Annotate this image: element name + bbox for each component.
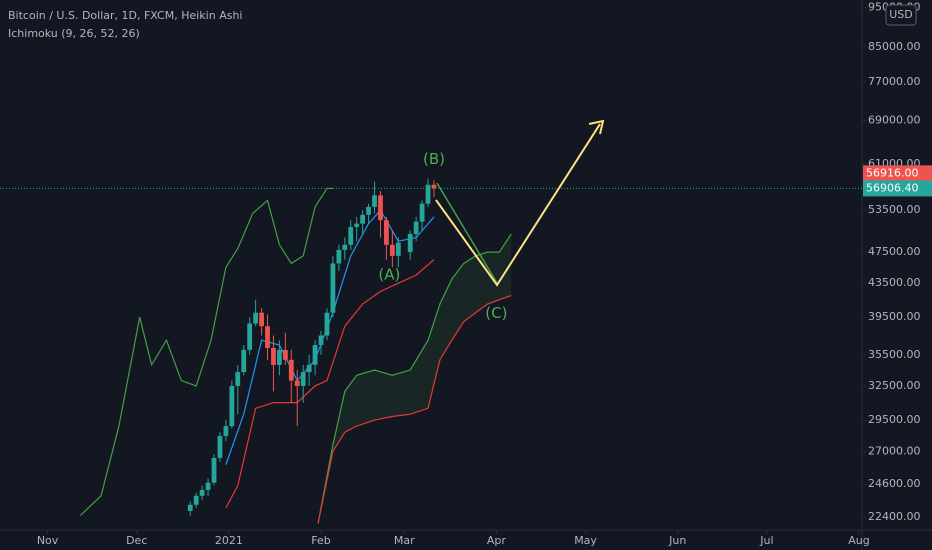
y-tick-label: 24600.00 — [868, 477, 921, 490]
x-tick-label: Mar — [394, 534, 415, 547]
candle-body — [265, 326, 270, 348]
candle-body — [425, 184, 431, 204]
y-tick-label: 22400.00 — [868, 510, 921, 523]
candle-body — [395, 242, 401, 256]
y-tick-label: 29500.00 — [868, 413, 921, 426]
candle-body — [288, 359, 294, 381]
y-tick-label: 27000.00 — [868, 444, 921, 457]
wave-label: (C) — [485, 304, 507, 322]
y-tick-label: 43500.00 — [868, 276, 921, 289]
y-tick-label: 69000.00 — [868, 113, 921, 126]
candle-body — [211, 457, 217, 483]
candle-body — [354, 223, 360, 228]
candle-body — [235, 372, 241, 386]
candle-body — [306, 364, 312, 373]
candle-body — [318, 335, 324, 346]
candle-body — [342, 244, 348, 250]
indicator-label: Ichimoku (9, 26, 52, 26) — [8, 27, 140, 40]
candle-body — [389, 244, 395, 256]
candle-body — [259, 312, 264, 327]
candle-body — [271, 347, 276, 365]
x-tick-label: Aug — [848, 534, 869, 547]
candle-body — [223, 426, 229, 436]
y-tick-label: 85000.00 — [868, 40, 921, 53]
leading-span — [317, 233, 512, 524]
projection-line — [435, 123, 601, 287]
candle-body — [419, 203, 425, 222]
candle-body — [241, 349, 247, 373]
candle-body — [324, 312, 330, 336]
y-tick-label: 35500.00 — [868, 348, 921, 361]
x-tick-label: Feb — [311, 534, 330, 547]
candle-body — [378, 195, 383, 221]
y-tick-label: 53500.00 — [868, 203, 921, 216]
y-tick-label: 39500.00 — [868, 310, 921, 323]
wave-label: (B) — [423, 150, 445, 168]
y-tick-label: 32500.00 — [868, 379, 921, 392]
candle-body — [348, 227, 354, 245]
y-tick-label: 77000.00 — [868, 75, 921, 88]
candle-body — [294, 380, 300, 386]
currency-badge[interactable] — [885, 4, 917, 26]
price-label: 56916.00 — [866, 166, 919, 179]
candle-body — [282, 349, 288, 360]
wave-line — [436, 182, 498, 284]
candle-body — [217, 435, 223, 458]
x-tick-label: Jun — [668, 534, 686, 547]
arrow-head — [588, 119, 605, 135]
price-label-box — [863, 180, 932, 197]
candle-body — [360, 214, 366, 224]
x-tick-label: Jul — [759, 534, 773, 547]
chart-title: Bitcoin / U.S. Dollar, 1D, FXCM, Heikin … — [8, 9, 242, 22]
candle-body — [407, 234, 413, 253]
leading-span — [317, 294, 512, 524]
candle-body — [366, 206, 371, 215]
candle-body — [247, 323, 253, 350]
candle-body — [205, 482, 211, 490]
candle-body — [330, 263, 336, 313]
x-tick-label: Dec — [126, 534, 147, 547]
candle-body — [431, 184, 437, 189]
candle-body — [413, 221, 419, 235]
candle-body — [312, 345, 318, 365]
indicator-line — [225, 259, 435, 509]
cloud-fill — [318, 234, 512, 524]
indicator-line — [79, 187, 333, 517]
x-tick-label: 2021 — [215, 534, 243, 547]
currency[interactable]: USD — [889, 8, 913, 21]
price-label-box — [863, 165, 932, 182]
y-tick-label: 47500.00 — [868, 245, 921, 258]
x-tick-label: Apr — [487, 534, 507, 547]
price-label: 56906.40 — [866, 181, 919, 194]
candle-body — [277, 349, 282, 365]
candle-body — [187, 504, 193, 511]
x-tick-label: May — [574, 534, 597, 547]
x-tick-label: Nov — [37, 534, 59, 547]
wave-label: (A) — [378, 266, 400, 284]
candle-body — [193, 495, 199, 505]
candle-body — [229, 385, 235, 427]
candle-body — [336, 249, 342, 264]
candle-body — [384, 220, 389, 245]
candle-body — [253, 312, 259, 324]
candle-body — [372, 195, 377, 207]
candle-body — [199, 489, 205, 496]
candle-body — [300, 372, 306, 386]
